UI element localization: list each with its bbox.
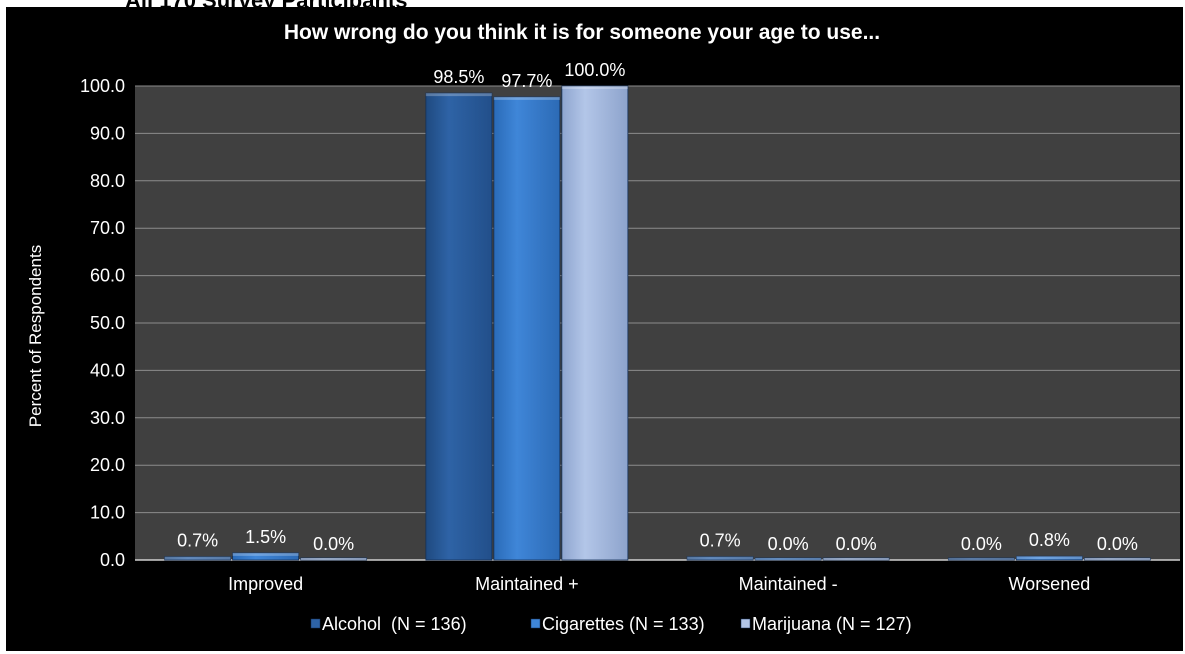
y-axis-label: Percent of Respondents <box>26 245 45 427</box>
data-label: 98.5% <box>433 67 484 87</box>
bar-chart: How wrong do you think it is for someone… <box>26 21 1180 634</box>
bar-1-0 <box>425 92 493 561</box>
bar-3-2 <box>1083 557 1151 561</box>
bar-highlight <box>823 558 890 560</box>
data-label: 0.7% <box>177 531 218 551</box>
data-label: 0.8% <box>1029 530 1070 550</box>
y-tick-label: 40.0 <box>90 360 125 380</box>
bar-highlight <box>561 86 628 89</box>
y-tick-label: 0.0 <box>100 550 125 570</box>
bar-2-0 <box>686 556 754 561</box>
legend-label: Alcohol (N = 136) <box>322 614 467 634</box>
legend: Alcohol (N = 136) Cigarettes (N = 133) Mar… <box>310 614 912 634</box>
y-tick-label: 100.0 <box>80 76 125 96</box>
data-label: 0.0% <box>768 534 809 554</box>
data-label: 1.5% <box>245 527 286 547</box>
bar-2-1 <box>754 557 822 561</box>
bar-2-2 <box>822 557 890 561</box>
x-axis-ticks: Improved Maintained + Maintained - Worsened <box>228 574 1090 594</box>
legend-swatch <box>530 618 541 629</box>
legend-swatch <box>740 618 751 629</box>
data-label: 0.7% <box>700 531 741 551</box>
data-label: 0.0% <box>836 534 877 554</box>
bar-highlight <box>1084 558 1151 560</box>
y-tick-label: 70.0 <box>90 218 125 238</box>
legend-label: Marijuana (N = 127) <box>752 614 912 634</box>
bar-highlight <box>164 556 231 560</box>
x-tick-label: Maintained - <box>739 574 838 594</box>
bar-highlight <box>300 558 367 560</box>
y-tick-label: 90.0 <box>90 123 125 143</box>
data-label: 0.0% <box>961 534 1002 554</box>
y-tick-label: 10.0 <box>90 503 125 523</box>
legend-swatch <box>310 618 321 629</box>
bar-highlight <box>425 93 492 97</box>
data-label: 100.0% <box>564 60 625 80</box>
data-label: 0.0% <box>313 534 354 554</box>
bar-highlight <box>687 556 754 560</box>
x-tick-label: Worsened <box>1009 574 1091 594</box>
bar-0-2 <box>300 557 368 561</box>
legend-label: Cigarettes (N = 133) <box>542 614 705 634</box>
chart-frame: How wrong do you think it is for someone… <box>6 7 1183 651</box>
x-tick-label: Maintained + <box>475 574 579 594</box>
chart-title: How wrong do you think it is for someone… <box>284 21 880 44</box>
bar-highlight <box>1016 556 1083 560</box>
y-tick-label: 20.0 <box>90 455 125 475</box>
y-tick-label: 80.0 <box>90 171 125 191</box>
data-labels: 0.7% 1.5% 0.0% 98.5% 97.7% 100.0% 0.7% 0.0% 0.0%… <box>177 60 1138 554</box>
y-tick-label: 50.0 <box>90 313 125 333</box>
bar-highlight <box>232 552 299 556</box>
data-label: 97.7% <box>501 71 552 91</box>
data-label: 0.0% <box>1097 534 1138 554</box>
bar-3-1 <box>1015 555 1083 561</box>
y-axis-ticks: 0.0 10.0 20.0 30.0 40.0 50.0 60.0 70.0 80.0 90.0 1… <box>80 76 125 570</box>
bar-highlight <box>755 558 822 560</box>
bar-1-2 <box>561 85 629 561</box>
bar-3-0 <box>947 557 1015 561</box>
bar-0-1 <box>232 552 300 561</box>
bar-highlight <box>493 96 560 100</box>
bar-1-1 <box>493 96 561 561</box>
y-tick-label: 30.0 <box>90 408 125 428</box>
x-tick-label: Improved <box>228 574 303 594</box>
bar-highlight <box>948 558 1015 560</box>
bars <box>164 85 1151 561</box>
bar-0-0 <box>164 556 232 561</box>
y-tick-label: 60.0 <box>90 266 125 286</box>
